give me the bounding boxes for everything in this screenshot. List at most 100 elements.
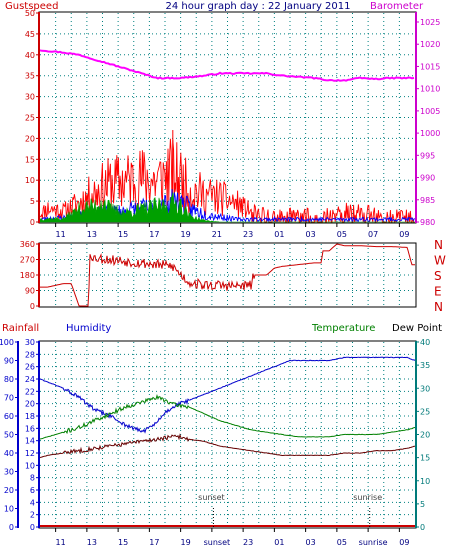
tick-label: 40 <box>25 51 35 60</box>
x-tick-label: sunrise <box>359 538 388 547</box>
tick-label: 50 <box>25 9 35 18</box>
tick-label: 35 <box>420 361 430 370</box>
tick-label: 50 <box>4 431 14 440</box>
tick-label: 90 <box>4 357 14 366</box>
x-tick-label: 03 <box>306 538 316 547</box>
x-tick-label: 23 <box>243 538 253 547</box>
tick-label: 20 <box>4 486 14 495</box>
tick-label: 10 <box>4 505 14 514</box>
compass-label: N <box>434 238 443 252</box>
x-tick-label: 17 <box>149 230 159 239</box>
tick-label: 995 <box>420 151 435 160</box>
x-tick-label: 13 <box>87 538 97 547</box>
tick-label: 22 <box>25 387 35 396</box>
tick-label: 24 <box>25 375 35 384</box>
compass-label: N <box>434 300 443 314</box>
tick-label: 20 <box>25 134 35 143</box>
humidity-label: Humidity <box>66 323 111 334</box>
tick-label: 10 <box>25 176 35 185</box>
tick-label: 0 <box>30 302 35 311</box>
tick-label: 80 <box>4 375 14 384</box>
chart-title: 24 hour graph day : 22 January 2011 <box>166 1 351 12</box>
x-tick-label: 19 <box>181 230 191 239</box>
tick-label: 980 <box>420 218 435 227</box>
series-dewpoint <box>39 433 416 459</box>
tick-label: 30 <box>420 384 430 393</box>
x-tick-label: 11 <box>56 538 66 547</box>
tick-label: 0 <box>420 523 425 532</box>
x-tick-label: 13 <box>87 230 97 239</box>
tick-label: 15 <box>25 155 35 164</box>
x-tick-label: 19 <box>181 538 191 547</box>
tick-label: 16 <box>25 424 35 433</box>
tick-label: 45 <box>25 30 35 39</box>
tick-label: 60 <box>4 412 14 421</box>
x-tick-label: 01 <box>274 538 284 547</box>
x-tick-label: 03 <box>306 230 316 239</box>
series-humidity <box>39 356 416 434</box>
x-tick-label: 23 <box>243 230 253 239</box>
tick-label: 1000 <box>420 129 440 138</box>
tick-label: 12 <box>25 449 35 458</box>
tick-label: 1010 <box>420 85 440 94</box>
tick-label: 2 <box>30 511 35 520</box>
tick-label: 1015 <box>420 62 440 71</box>
tick-label: 180 <box>20 271 35 280</box>
x-tick-label: sunset <box>204 538 231 547</box>
tick-label: 8 <box>30 474 35 483</box>
series-wind-direction <box>40 243 415 307</box>
tick-label: 10 <box>25 461 35 470</box>
tick-label: 0 <box>30 218 35 227</box>
compass-label: S <box>434 269 442 283</box>
tick-label: 30 <box>4 468 14 477</box>
tick-label: 25 <box>25 114 35 123</box>
tick-label: 28 <box>25 350 35 359</box>
tick-label: 18 <box>25 412 35 421</box>
series-wind-green <box>39 192 415 223</box>
tick-label: 25 <box>420 407 430 416</box>
series-barometer <box>39 49 415 82</box>
tick-label: 1020 <box>420 40 440 49</box>
tick-label: 6 <box>30 486 35 495</box>
x-tick-label: 05 <box>337 538 347 547</box>
tick-label: 26 <box>25 363 35 372</box>
tick-label: 5 <box>420 500 425 509</box>
tick-label: 0 <box>30 523 35 532</box>
gustspeed-label: Gustspeed <box>5 1 58 12</box>
tick-label: 985 <box>420 196 435 205</box>
tick-label: 100 <box>0 338 14 347</box>
x-tick-label: 21 <box>212 230 222 239</box>
annotation-label: sunrise <box>353 493 382 502</box>
rainfall-label: Rainfall <box>2 323 39 334</box>
tick-label: 10 <box>420 477 430 486</box>
tick-label: 1005 <box>420 107 440 116</box>
series-temperature <box>39 394 416 440</box>
temperature-label: Temperature <box>311 323 375 334</box>
barometer-label: Barometer <box>370 1 424 12</box>
tick-label: 4 <box>30 498 35 507</box>
tick-label: 40 <box>4 449 14 458</box>
tick-label: 1025 <box>420 18 440 27</box>
tick-label: 14 <box>25 437 35 446</box>
compass-label: W <box>434 254 446 268</box>
tick-label: 70 <box>4 394 14 403</box>
compass-label: E <box>434 285 442 299</box>
x-tick-label: 11 <box>56 230 66 239</box>
tick-label: 0 <box>9 523 14 532</box>
tick-label: 90 <box>25 287 35 296</box>
annotation-label: sunset <box>198 493 225 502</box>
x-tick-label: 15 <box>118 230 128 239</box>
tick-label: 30 <box>25 338 35 347</box>
x-tick-label: 09 <box>399 230 409 239</box>
tick-label: 40 <box>420 338 430 347</box>
x-tick-label: 09 <box>399 538 409 547</box>
tick-label: 30 <box>25 93 35 102</box>
tick-label: 360 <box>20 240 35 249</box>
x-tick-label: 07 <box>368 230 378 239</box>
tick-label: 20 <box>420 431 430 440</box>
tick-label: 35 <box>25 72 35 81</box>
